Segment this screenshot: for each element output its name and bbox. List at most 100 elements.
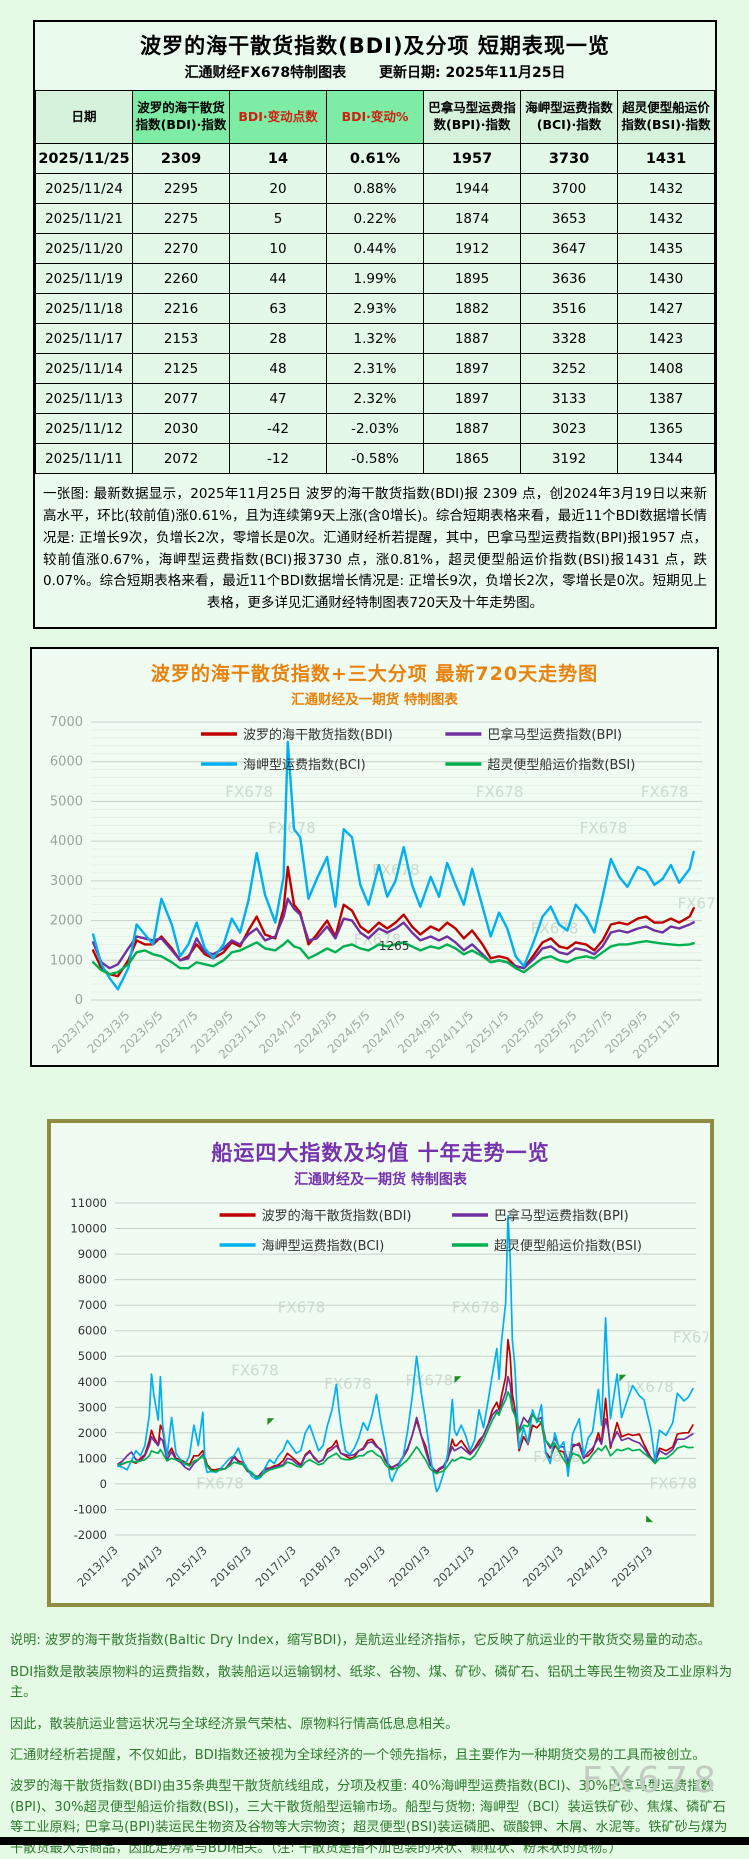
table-cell: 48 bbox=[229, 353, 327, 384]
series-bci bbox=[117, 1215, 694, 1493]
x-axis-label: 2023/1/3 bbox=[520, 1543, 566, 1589]
table-cell: 3133 bbox=[520, 383, 618, 414]
table-cell: 14 bbox=[229, 143, 327, 174]
chart-watermark: FX678 bbox=[225, 783, 273, 801]
series-bpi bbox=[91, 897, 695, 970]
chart-watermark: FX678 bbox=[678, 894, 716, 912]
table-row: 2025/11/11 2072 -12 -0.58% 1865 3192 1344 bbox=[35, 443, 715, 474]
y-axis-label: 1000 bbox=[50, 953, 83, 968]
chart-720d-svg: 010002000300040005000600070002023/1/5202… bbox=[49, 715, 716, 1062]
table-cell: 20 bbox=[229, 173, 327, 204]
chart-annotation: 1265 bbox=[379, 939, 410, 953]
table-cell: 2.93% bbox=[326, 293, 424, 324]
table-cell: 2025/11/18 bbox=[35, 293, 133, 324]
table-cell: 1897 bbox=[423, 383, 521, 414]
table-cell: 1435 bbox=[617, 233, 715, 264]
chart-watermark: FX678 bbox=[268, 819, 316, 837]
chart-watermark: FX678 bbox=[626, 1378, 674, 1396]
table-cell: 1957 bbox=[423, 143, 521, 174]
legend-label: 海岬型运费指数(BCI) bbox=[262, 1239, 385, 1254]
table-cell: 1432 bbox=[617, 203, 715, 234]
table-cell: 2025/11/21 bbox=[35, 203, 133, 234]
table-cell: 2025/11/20 bbox=[35, 233, 133, 264]
y-axis-label: 4000 bbox=[50, 834, 83, 849]
column-header: 海岬型运费指数(BCI)·指数 bbox=[520, 90, 618, 144]
bdi-table: 日期 波罗的海干散货指数(BDI)·指数 BDI·变动点数 BDI·变动% 巴拿马型运费… bbox=[35, 90, 715, 474]
chart-10y-card: 船运四大指数及均值 十年走势一览 汇通财经及一期货 特制图表 -2000 -100… bbox=[47, 1119, 714, 1608]
table-cell: 2216 bbox=[132, 293, 230, 324]
table-cell: 2.31% bbox=[326, 353, 424, 384]
table-cell: 2025/11/12 bbox=[35, 413, 133, 444]
table-row: 2025/11/24 2295 20 0.88% 1944 3700 1432 bbox=[35, 173, 715, 204]
table-cell: 0.61% bbox=[326, 143, 424, 174]
table-cell: 1.32% bbox=[326, 323, 424, 354]
table-cell: 3730 bbox=[520, 143, 618, 174]
x-axis-label: 2020/1/3 bbox=[386, 1543, 432, 1589]
table-cell: 2025/11/17 bbox=[35, 323, 133, 354]
chart-10y-title: 船运四大指数及均值 十年走势一览 bbox=[211, 1141, 550, 1166]
bdi-short-term-card: 波罗的海干散货指数(BDI)及分项 短期表现一览 汇通财经FX678特制图表 更… bbox=[33, 20, 717, 630]
y-axis-label: 3000 bbox=[50, 874, 83, 889]
table-row: 2025/11/12 2030 -42 -2.03% 1887 3023 1365 bbox=[35, 413, 715, 444]
chart-720d-title: 波罗的海干散货指数+三大分项 最新720天走势图 bbox=[150, 663, 599, 686]
chart-720d-subtitle: 汇通财经及一期货 特制图表 bbox=[291, 692, 458, 709]
table-cell: 1.99% bbox=[326, 263, 424, 294]
table-row: 2025/11/17 2153 28 1.32% 1887 3328 1423 bbox=[35, 323, 715, 354]
table-row: 2025/11/14 2125 48 2.31% 1897 3252 1408 bbox=[35, 353, 715, 384]
table-cell: 2025/11/24 bbox=[35, 173, 133, 204]
table-cell: 2025/11/13 bbox=[35, 383, 133, 414]
y-axis-label: 6000 bbox=[78, 1324, 107, 1338]
table-cell: 3653 bbox=[520, 203, 618, 234]
chart-grid: -2000 -1000 0 1000 2000 3000 4000 5000 6000 7000 8… bbox=[70, 1196, 696, 1542]
table-cell: 2077 bbox=[132, 383, 230, 414]
y-axis-label: 11000 bbox=[70, 1196, 107, 1210]
table-cell: 28 bbox=[229, 323, 327, 354]
table-cell: 1430 bbox=[617, 263, 715, 294]
y-axis-label: 7000 bbox=[78, 1298, 107, 1312]
chart-10y-svg: -2000 -1000 0 1000 2000 3000 4000 5000 6000 7000 8… bbox=[70, 1196, 708, 1590]
table-cell: 0.88% bbox=[326, 173, 424, 204]
y-axis-label: 7000 bbox=[50, 715, 83, 730]
legend-label: 波罗的海干散货指数(BDI) bbox=[262, 1208, 412, 1224]
table-row: 2025/11/13 2077 47 2.32% 1897 3133 1387 bbox=[35, 383, 715, 414]
column-header: 巴拿马型运费指数(BPI)·指数 bbox=[423, 90, 521, 144]
table-cell: 44 bbox=[229, 263, 327, 294]
chart-annotation: ◣ bbox=[646, 1514, 653, 1524]
legend-label: 超灵便型船运价指数(BSI) bbox=[487, 758, 635, 773]
summary-note: 一张图: 最新数据显示，2025年11月25日 波罗的海干散货指数(BDI)报 … bbox=[43, 486, 707, 612]
column-header: BDI·变动点数 bbox=[229, 90, 327, 144]
chart-watermark: FX678 bbox=[452, 1299, 500, 1317]
table-cell: 10 bbox=[229, 233, 327, 264]
page-title: 波罗的海干散货指数(BDI)及分项 短期表现一览 bbox=[140, 34, 610, 58]
x-axis-label: 2017/1/3 bbox=[252, 1543, 298, 1589]
table-cell: 3700 bbox=[520, 173, 618, 204]
legend-label: 波罗的海干散货指数(BDI) bbox=[243, 727, 393, 743]
table-row: 2025/11/21 2275 5 0.22% 1874 3653 1432 bbox=[35, 203, 715, 234]
table-cell: 1865 bbox=[423, 443, 521, 474]
x-axis-label: 2019/1/3 bbox=[342, 1543, 388, 1589]
y-axis-label: 5000 bbox=[50, 795, 83, 810]
header-row: 日期 波罗的海干散货指数(BDI)·指数 BDI·变动点数 BDI·变动% 巴拿马型运费… bbox=[35, 90, 715, 144]
table-cell: 2295 bbox=[132, 173, 230, 204]
x-axis-label: 2013/1/3 bbox=[74, 1543, 120, 1589]
table-cell: 2260 bbox=[132, 263, 230, 294]
y-axis-label: 0 bbox=[100, 1477, 107, 1491]
page: { "page": { "watermark": "FX678" }, "col… bbox=[0, 20, 749, 1856]
table-cell: 63 bbox=[229, 293, 327, 324]
table-cell: 2025/11/19 bbox=[35, 263, 133, 294]
table-row: 2025/11/20 2270 10 0.44% 1912 3647 1435 bbox=[35, 233, 715, 264]
x-axis-label: 2022/1/3 bbox=[475, 1543, 521, 1589]
y-axis-label: -2000 bbox=[74, 1528, 107, 1542]
chart-watermark: FX678 bbox=[476, 783, 524, 801]
table-subtitle: 汇通财经FX678特制图表 更新日期: 2025年11月25日 bbox=[35, 62, 715, 82]
chart-annotation: ◤ bbox=[455, 1375, 462, 1385]
chart-watermark: FX678 bbox=[196, 1475, 244, 1493]
table-cell: 2125 bbox=[132, 353, 230, 384]
table-row: 2025/11/18 2216 63 2.93% 1882 3516 1427 bbox=[35, 293, 715, 324]
chart-annotation: ◤ bbox=[267, 1417, 274, 1427]
table-cell: 2153 bbox=[132, 323, 230, 354]
table-row: 2025/11/19 2260 44 1.99% 1895 3636 1430 bbox=[35, 263, 715, 294]
table-cell: 1427 bbox=[617, 293, 715, 324]
chart-watermark: FX678 bbox=[406, 1372, 454, 1390]
table-row: 2025/11/25 2309 14 0.61% 1957 3730 1431 bbox=[35, 143, 715, 174]
